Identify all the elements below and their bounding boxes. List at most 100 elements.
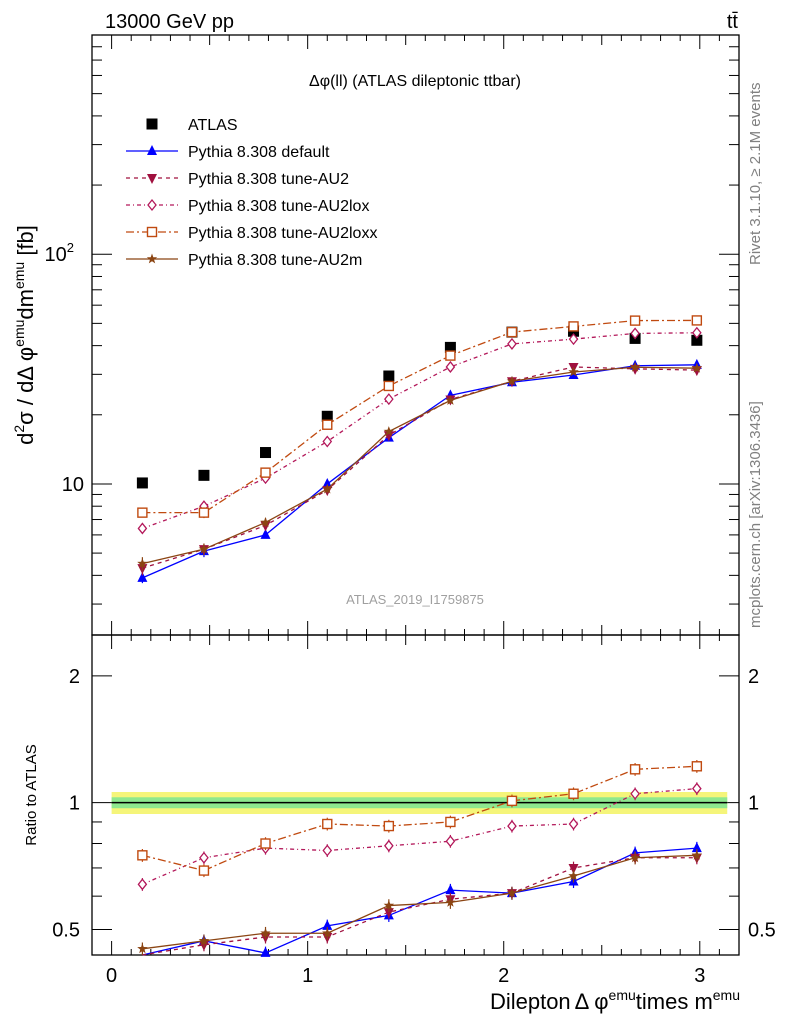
data-point [322, 419, 333, 430]
y-axis-label: d2σ / dΔ φemudmemu [fb] [11, 225, 38, 445]
data-point [322, 927, 333, 938]
series-pythia-8-308-tune-au2loxx [137, 315, 703, 519]
data-point [383, 908, 394, 919]
process-label: tt̄ [727, 11, 739, 33]
y-tick-label-right: 2 [748, 666, 759, 688]
y-label-part-emu2: emu [11, 262, 27, 289]
data-point [260, 447, 272, 459]
data-point [260, 946, 271, 957]
data-point [260, 516, 271, 527]
data-point [384, 839, 394, 852]
data-point [260, 467, 271, 478]
y-label-part-2: 2 [11, 425, 27, 433]
data-point [198, 935, 210, 946]
data-point [137, 850, 148, 861]
data-point [146, 226, 158, 238]
data-point [322, 477, 333, 488]
ratio-plot-frame [91, 634, 740, 956]
y-tick-label-right: 1 [748, 793, 759, 815]
x-tick-label: 1 [302, 965, 313, 987]
data-point [321, 410, 333, 422]
data-point [322, 818, 333, 830]
mcplots-label: mcplots.cern.ch [arXiv:1306.3436] [747, 401, 764, 628]
data-point [444, 341, 456, 353]
data-point [322, 844, 333, 857]
data-point [568, 788, 579, 799]
ratio-line [142, 857, 697, 956]
data-point [137, 943, 148, 954]
data-point [137, 878, 148, 891]
series-pythia-8-308-default [137, 358, 702, 584]
legend-label: ATLAS [188, 117, 238, 134]
series-line [142, 319, 697, 514]
x-tick-label: 0 [106, 965, 117, 987]
series-atlas [136, 325, 703, 489]
legend-item: Pythia 8.308 tune-AU2 [126, 171, 349, 188]
y-tick-label: 102 [45, 240, 74, 266]
data-point [629, 361, 641, 372]
data-point [506, 795, 518, 807]
data-point [260, 927, 271, 938]
data-point [568, 366, 579, 377]
data-point [506, 326, 518, 338]
data-point [383, 820, 395, 832]
x-axis-label: Dilepton Δ φemutimes memu [490, 987, 740, 1014]
legend-label: Pythia 8.308 tune-AU2loxx [188, 225, 377, 242]
x-tick-label: 3 [694, 965, 705, 987]
main-series-layer [136, 315, 703, 584]
legend-label: Pythia 8.308 default [188, 144, 330, 161]
legend: ATLAS Pythia 8.308 default Pythia 8.308 tu… [126, 117, 377, 269]
y-label-part-emu1: emu [11, 320, 27, 347]
data-point [146, 118, 158, 130]
y-tick-label: 2 [69, 666, 80, 688]
y-label-part-dm: dm [13, 289, 38, 320]
data-point [506, 375, 518, 386]
series-line [142, 366, 697, 569]
data-point [445, 816, 456, 828]
data-point [630, 327, 640, 340]
y-tick-label: 0.5 [52, 920, 80, 942]
data-point [383, 900, 395, 910]
data-point [322, 919, 333, 930]
legend-item: Pythia 8.308 tune-AU2loxx [126, 225, 377, 242]
data-point [445, 394, 456, 405]
legend-label: Pythia 8.308 tune-AU2lox [188, 198, 369, 215]
energy-label: 13000 GeV pp [105, 11, 234, 33]
data-point [630, 787, 640, 800]
data-point [199, 851, 209, 864]
y-label-part-d: d [13, 433, 38, 445]
ratio-line [142, 854, 697, 950]
data-point [383, 426, 395, 436]
data-point [383, 370, 395, 382]
data-point [198, 865, 210, 876]
rivet-label: Rivet 3.1.10, ≥ 2.1M events [747, 83, 764, 266]
data-point [146, 253, 158, 264]
data-point [629, 852, 641, 863]
series-line [142, 366, 697, 565]
data-point [384, 393, 394, 406]
data-point [147, 145, 157, 155]
data-point [568, 863, 579, 874]
legend-item: Pythia 8.308 default [126, 144, 330, 161]
data-point [137, 558, 148, 569]
data-point [691, 849, 703, 860]
data-point [691, 315, 703, 326]
data-point [507, 820, 517, 833]
data-point [322, 435, 333, 448]
data-point [691, 842, 702, 853]
ratio-series-pythia-8-308-tune-au2lox [137, 782, 702, 891]
ratio-series-pythia-8-308-tune-au2m [137, 849, 703, 955]
data-point [198, 543, 210, 554]
ratio-y-axis-label: Ratio to ATLAS [23, 744, 40, 845]
data-point [445, 350, 456, 361]
data-point [507, 337, 517, 350]
data-point [445, 884, 456, 895]
data-point [691, 362, 703, 373]
data-point [506, 887, 518, 898]
legend-item: ATLAS [146, 117, 238, 134]
data-point [260, 838, 271, 849]
plot-title: Δφ(ll) (ATLAS dileptonic ttbar) [309, 73, 521, 90]
y-label-part-unit: [fb] [13, 225, 38, 262]
y-tick-label-exponent: 2 [67, 240, 74, 255]
